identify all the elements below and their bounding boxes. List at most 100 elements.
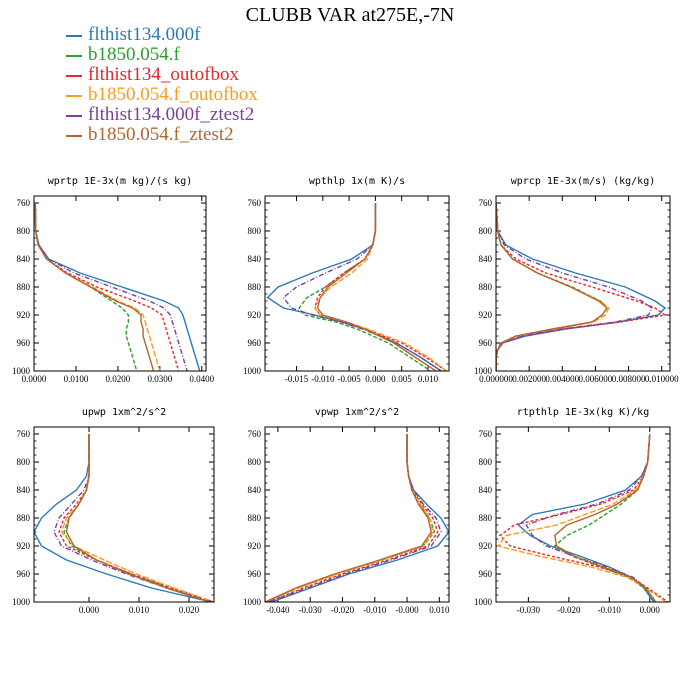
x-tick-label: 0.0200 [106,374,131,384]
y-tick-label: 960 [248,569,262,579]
series-line-4 [267,434,442,602]
x-tick-label: 0.010 [418,374,439,384]
y-tick-label: 880 [479,282,493,292]
series-line-5 [496,202,608,371]
series-line-0 [266,203,442,371]
y-tick-label: 840 [248,485,262,495]
chart-panel: rtpthlp 1E-3x(kg K)/kg 760 800 840 880 920 960… [474,407,671,615]
plot-frame [264,195,450,372]
y-tick-label: 920 [17,310,31,320]
series-line-2 [267,434,439,602]
series-line-0 [34,434,212,602]
y-tick-label: 880 [248,282,262,292]
series-line-0 [34,202,201,371]
panel-title: vpwp 1xm^2/s^2 [315,407,399,418]
y-tick-label: 920 [479,541,493,551]
chart-panel: wpthlp 1x(m K)/s 760 800 840 880 920 960 1000 -0… [243,176,450,384]
legend-swatch [66,95,82,97]
x-tick-label: 0.005 [392,374,413,384]
y-tick-label: 880 [479,513,493,523]
x-tick-label: 0.000000 [479,374,513,384]
series-line-3 [496,202,610,371]
y-tick-label: 1000 [474,597,493,607]
y-tick-label: 760 [17,198,31,208]
series-line-2 [314,203,447,371]
y-tick-label: 840 [17,485,31,495]
y-tick-label: 920 [17,541,31,551]
plot-frame [33,426,215,603]
legend-swatch [66,55,82,57]
x-tick-label: 0.000 [79,605,100,615]
x-tick-label: 0.000 [365,374,386,384]
y-tick-label: 880 [17,282,31,292]
y-tick-label: 800 [17,226,31,236]
chart-panel: vpwp 1xm^2/s^2 760 800 840 880 920 960 1000 -0.0… [243,407,450,615]
x-tick-label: 0.0000 [22,374,47,384]
y-tick-label: 920 [248,541,262,551]
series-line-3 [265,434,434,602]
y-tick-label: 760 [248,429,262,439]
x-tick-label: 0.000 [640,605,661,615]
x-tick-label: 0.004000 [545,374,579,384]
panel-title: rtpthlp 1E-3x(kg K)/kg [517,407,649,418]
y-tick-label: 920 [479,310,493,320]
y-tick-label: 1000 [243,597,262,607]
series-line-1 [298,203,431,371]
x-tick-label: 0.0400 [189,374,214,384]
x-tick-label: -0.010 [311,374,335,384]
x-tick-label: -0.010 [363,605,387,615]
x-tick-label: 0.0300 [147,374,172,384]
legend-label: b1850.054.f_outofbox [88,84,258,105]
x-tick-label: -0.040 [266,605,290,615]
y-tick-label: 800 [479,226,493,236]
series-line-2 [34,202,180,371]
y-tick-label: 840 [479,485,493,495]
series-line-4 [282,203,442,371]
chart-panel: wprtp 1E-3x(m kg)/(s kg) 760 800 840 880 920 9… [12,176,215,384]
y-tick-label: 1000 [12,366,31,376]
series-line-0 [271,434,449,602]
y-tick-label: 800 [248,457,262,467]
y-tick-label: 960 [17,569,31,579]
series-line-5 [553,433,657,602]
x-tick-label: -0.010 [598,605,622,615]
x-tick-label: -0.015 [285,374,309,384]
series-line-5 [65,434,210,602]
chart-panel: wprcp 1E-3x(m/s) (kg/kg) 760 800 840 880 920 9… [474,176,679,384]
x-tick-label: 0.008000 [612,374,646,384]
legend-label: b1850.054.f [88,44,180,65]
legend-swatch [66,115,82,117]
series-line-0 [496,202,667,371]
x-tick-label: 0.0100 [64,374,89,384]
figure-title: CLUBB VAR at275E,-7N [245,4,455,26]
series-line-1 [553,433,657,602]
y-tick-label: 800 [17,457,31,467]
y-tick-label: 960 [479,338,493,348]
y-tick-label: 760 [479,429,493,439]
series-line-5 [34,202,155,371]
chart-panel: upwp 1xm^2/s^2 760 800 840 880 920 960 1000 0.00… [12,407,215,615]
series-line-3 [60,434,214,602]
y-tick-label: 840 [248,254,262,264]
plot-frame [495,195,671,372]
plot-frame [495,426,671,603]
panel-title: wpthlp 1x(m K)/s [309,176,405,187]
legend-label: flthist134.000f_ztest2 [88,104,255,125]
series-line-5 [316,203,437,371]
series-line-4 [34,202,188,371]
x-tick-label: -0.020 [557,605,581,615]
y-tick-label: 840 [479,254,493,264]
y-tick-label: 1000 [243,366,262,376]
x-tick-label: 0.020 [179,605,200,615]
series-line-1 [265,434,436,602]
x-tick-label: 0.010000 [645,374,679,384]
legend-label: b1850.054.f_ztest2 [88,124,234,145]
series-line-3 [496,433,667,602]
x-tick-label: -0.005 [337,374,361,384]
plot-frame [264,426,450,603]
plot-frame [33,195,207,372]
y-tick-label: 880 [248,513,262,523]
legend-swatch [66,135,82,137]
x-tick-label: -0.020 [331,605,355,615]
